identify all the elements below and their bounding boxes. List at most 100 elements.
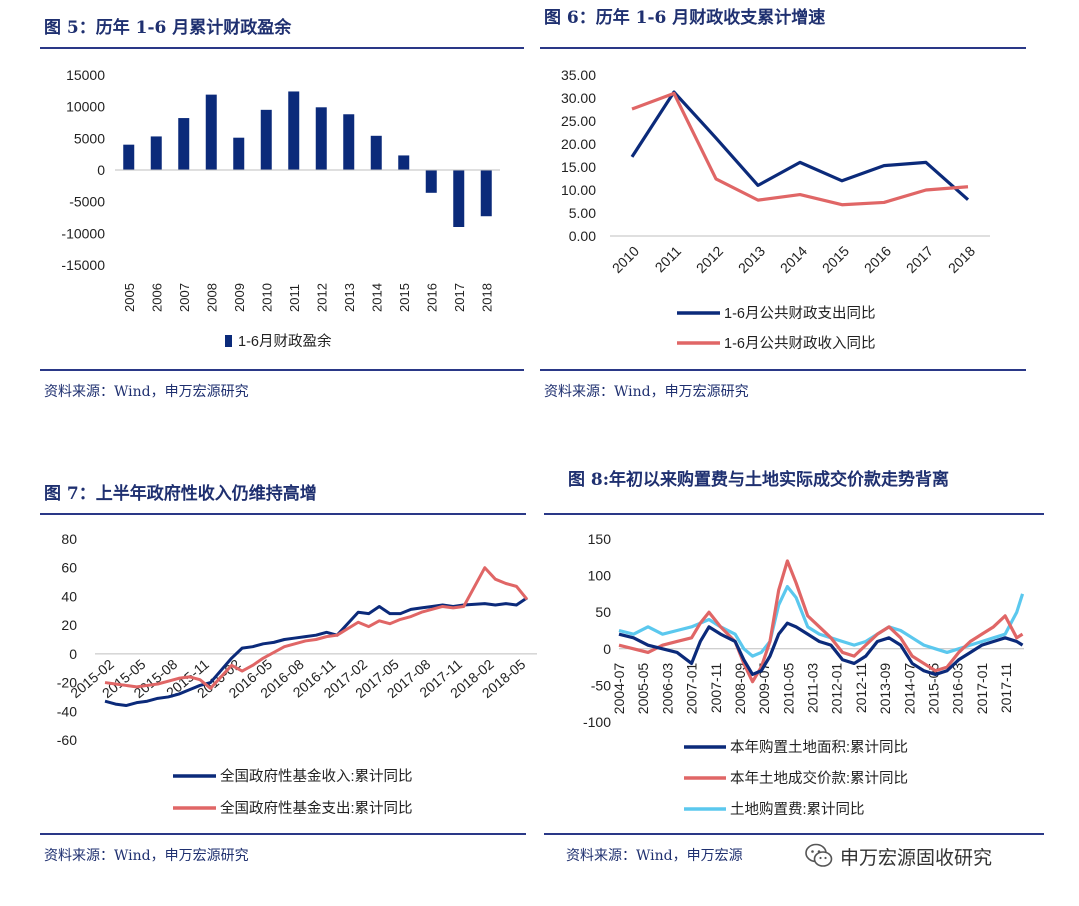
chart-8-title: 图 8:年初以来购置费与土地实际成交价款走势背离 [568,470,950,490]
bar [150,136,162,170]
x-tick-label: 2013 [342,283,357,312]
chart-7-title: 图 7：上半年政府性收入仍维持高增 [44,484,317,504]
chart-8-top-rule [544,513,1044,515]
bar [425,170,437,193]
y-tick-label: 50 [595,604,611,620]
legend-label: 1-6月公共财政支出同比 [724,305,875,322]
y-tick-label: 20 [61,617,77,633]
bar [370,135,382,170]
x-tick-label: 2015-05 [926,663,942,715]
chart-6-title: 图 6：历年 1-6 月财政收支累计增速 [544,8,826,28]
chart-7-svg: 806040200-20-40-602015-022015-052015-082… [57,531,537,817]
y-tick-label: 5000 [74,130,105,146]
x-tick-label: 2005 [122,283,137,312]
y-tick-label: 0 [603,641,611,657]
y-tick-label: 10.00 [561,182,596,198]
chart-7-source: 资料来源：Wind，申万宏源研究 [44,848,249,864]
bar [178,118,190,170]
chart-7-top-rule [40,513,526,515]
chart-8-source: 资料来源：Wind，申万宏源 [566,848,743,864]
x-tick-label: 2007 [177,283,192,312]
x-tick-label: 2010 [259,283,274,312]
x-tick-label: 2018 [479,283,494,312]
x-tick-label: 2015 [397,283,412,312]
y-tick-label: 30.00 [561,90,596,106]
y-tick-label: 5.00 [569,205,596,221]
x-tick-label: 2018 [945,243,978,276]
y-tick-label: 15000 [66,67,105,83]
legend-label: 土地购置费:累计同比 [730,801,865,818]
legend-label: 1-6月财政盈余 [238,332,332,350]
chart-5-top-rule [40,47,524,49]
y-tick-label: 25.00 [561,113,596,129]
series-line [618,559,1024,684]
x-tick-label: 2015 [819,243,852,276]
x-tick-label: 2010 [609,243,642,276]
x-tick-label: 2014-07 [901,663,917,715]
bar [123,144,135,170]
x-tick-label: 2004-07 [611,663,627,715]
x-tick-label: 2016-03 [950,663,966,715]
y-tick-label: -5000 [69,194,105,210]
chart-6-svg: 35.00 30.00 25.00 20.00 15.00 10.00 5.00 0.00 20… [561,67,990,352]
legend-label: 本年土地成交价款:累计同比 [730,769,908,787]
y-tick-label: -40 [57,703,77,719]
x-tick-label: 2012 [693,243,726,276]
series-line [630,90,970,201]
bar [480,170,492,217]
bar [398,155,410,170]
bar [288,91,300,170]
x-tick-label: 2009-07 [756,663,772,715]
x-tick-label: 2006 [149,283,164,312]
y-tick-label: -100 [583,714,611,730]
x-tick-label: 2006-03 [659,663,675,715]
y-tick-label: 35.00 [561,67,596,83]
y-tick-label: 20.00 [561,136,596,152]
x-tick-label: 2007-11 [708,663,724,714]
x-tick-label: 2007-01 [684,663,700,715]
bar [453,170,465,227]
chart-6-bottom-rule [540,369,1026,371]
chart-8-bottom-rule [544,833,1044,835]
bar [233,137,245,170]
chart-5-source: 资料来源：Wind，申万宏源研究 [44,384,249,400]
x-tick-label: 2016 [424,283,439,312]
y-tick-label: -50 [591,677,611,693]
series-line [631,91,969,207]
chart-5-bottom-rule [40,369,524,371]
y-tick-label: 40 [61,588,77,604]
x-tick-label: 2010-05 [780,663,796,715]
x-tick-label: 2017-01 [974,663,990,715]
x-tick-label: 2008-09 [732,663,748,715]
x-tick-label: 2012-01 [829,663,845,715]
legend-label: 全国政府性基金支出:累计同比 [220,799,413,817]
wechat-icon [805,843,833,867]
x-tick-label: 2013 [735,243,768,276]
x-tick-label: 2017-11 [998,663,1014,714]
x-tick-label: 2016 [861,243,894,276]
series-line [618,584,1025,658]
chart-5-svg: 15000 10000 5000 0 -5000 -10000 -15000 2005 2006… [61,67,500,350]
x-tick-label: 2014 [369,283,384,312]
chart-5-title: 图 5：历年 1-6 月累计财政盈余 [44,18,292,38]
y-tick-label: 10000 [66,99,105,115]
x-tick-label: 2012-11 [853,663,869,714]
y-tick-label: 0.00 [569,228,596,244]
y-tick-label: 60 [61,560,77,576]
y-tick-label: 0 [69,646,77,662]
bar [205,94,217,170]
y-tick-label: 15.00 [561,159,596,175]
x-tick-label: 2013-09 [877,663,893,715]
legend-label: 1-6月公共财政收入同比 [724,335,875,352]
x-tick-label: 2005-05 [635,663,651,715]
legend-label: 本年购置土地面积:累计同比 [730,739,908,756]
legend-marker [225,335,232,347]
x-tick-label: 2017 [903,243,936,276]
x-tick-label: 2011-03 [805,663,821,714]
bar [315,107,327,170]
x-tick-label: 2011 [287,284,302,312]
y-tick-label: -20 [57,675,77,691]
y-tick-label: 80 [61,531,77,547]
chart-6-source: 资料来源：Wind，申万宏源研究 [544,384,749,400]
